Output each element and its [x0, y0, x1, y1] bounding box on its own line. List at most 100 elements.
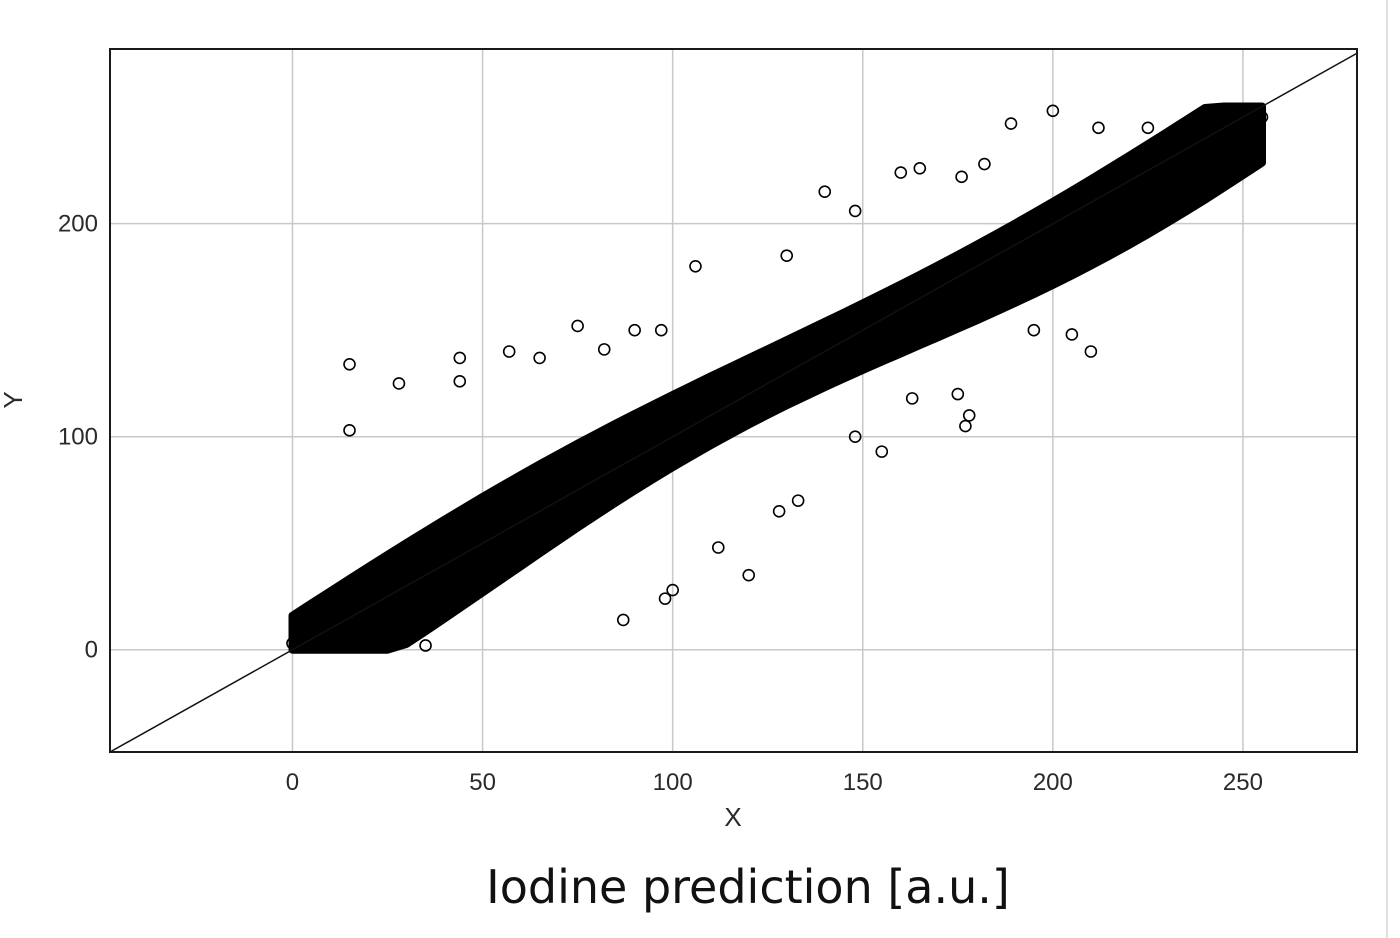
scatter-point — [1141, 121, 1155, 135]
scatter-point — [571, 481, 584, 495]
identity-line — [109, 52, 1358, 753]
scatter-point — [392, 377, 406, 390]
scatter-point — [362, 600, 375, 614]
scatter-point — [453, 375, 467, 388]
scatter-point — [1255, 110, 1269, 124]
scatter-point — [837, 334, 851, 348]
scatter-point — [1065, 328, 1079, 341]
scatter-point — [772, 504, 786, 518]
scatter-point — [628, 323, 641, 337]
scatter-point — [286, 637, 299, 650]
x-axis-label: X — [724, 802, 741, 832]
scatter-point — [514, 513, 527, 527]
scatter-point — [1046, 104, 1060, 118]
scatter-point — [913, 291, 927, 305]
scatter-point — [856, 323, 870, 337]
scatter-point — [502, 345, 516, 358]
reference-line — [109, 52, 1358, 753]
y-tick-label: 0 — [85, 637, 98, 664]
scatter-point — [305, 630, 318, 644]
scatter-point — [1008, 238, 1022, 252]
scatter-point — [1236, 115, 1250, 128]
scatter-point — [343, 424, 356, 437]
scatter-point — [1004, 117, 1018, 130]
scatter-point — [609, 462, 622, 475]
scatter-point — [438, 556, 451, 569]
scatter-point — [848, 204, 862, 218]
edge-divider — [1386, 0, 1388, 938]
scatter-point — [533, 351, 546, 365]
scatter-point — [1046, 217, 1060, 230]
scatter-point — [400, 577, 413, 591]
scatter-point — [552, 492, 565, 505]
scatter-point — [742, 568, 756, 582]
x-tick-label: 50 — [469, 769, 496, 796]
scatter-point — [666, 430, 679, 444]
y-tick-labels: 0 100 200 — [58, 211, 98, 664]
scatter-point — [343, 611, 356, 625]
scatter-point — [324, 622, 337, 635]
x-tick-label: 150 — [843, 769, 883, 796]
scatter-points — [286, 104, 1269, 652]
scatter-point — [571, 319, 584, 333]
x-tick-label: 0 — [286, 769, 299, 796]
scatter-point — [533, 502, 546, 516]
y-axis-label: Y — [0, 391, 28, 408]
scatter-point — [970, 259, 984, 273]
figure-caption: Iodine prediction [a.u.] — [486, 860, 1010, 914]
scatter-point — [1027, 228, 1041, 241]
y-tick-label: 100 — [58, 424, 98, 451]
scatter-point — [848, 430, 862, 444]
scatter-point — [894, 166, 908, 179]
scatter-point — [1179, 142, 1193, 156]
scatter-point — [978, 157, 991, 171]
scatter-point — [590, 473, 603, 486]
scatter-point — [791, 494, 805, 507]
x-tick-label: 100 — [653, 769, 693, 796]
scatter-point — [689, 259, 702, 273]
scatter-point — [495, 524, 508, 537]
scatter-point — [875, 313, 889, 326]
scatter-point — [1084, 196, 1098, 209]
scatter-point — [742, 387, 756, 401]
scatter-point — [799, 355, 813, 369]
scatter-point — [685, 419, 698, 433]
x-tick-label: 250 — [1223, 769, 1263, 796]
scatter-point — [1141, 164, 1155, 177]
scatter-point — [1092, 121, 1105, 135]
y-tick-label: 200 — [58, 211, 98, 238]
scatter-point — [818, 185, 832, 199]
scatter-point — [913, 161, 927, 175]
scatter-point — [457, 545, 470, 559]
scatter-point — [932, 281, 946, 294]
scatter-point — [875, 445, 889, 458]
scatter-point — [959, 419, 972, 433]
scatter-point — [780, 249, 794, 262]
scatter-point — [381, 588, 394, 601]
plot-frame — [109, 48, 1358, 753]
scatter-point — [723, 398, 736, 412]
scatter-point — [658, 592, 672, 605]
scatter-point — [1217, 121, 1231, 135]
scatter-point — [1198, 132, 1212, 145]
scatter-point — [1122, 174, 1136, 188]
scatter-point — [704, 409, 717, 422]
scatter-point — [711, 541, 725, 554]
scatter-point — [419, 566, 432, 580]
scatter-point — [453, 351, 467, 365]
scatter-point — [1084, 345, 1098, 358]
scatter-point — [955, 170, 968, 184]
scatter-point — [628, 451, 641, 465]
scatter-point — [419, 639, 432, 652]
scatter-point — [761, 377, 775, 390]
scatter-point — [780, 366, 794, 380]
scatter-point — [1160, 153, 1174, 167]
scatter-point — [989, 249, 1003, 262]
scatter-point — [905, 392, 919, 405]
scatter-point — [818, 345, 832, 358]
scatter-point — [951, 387, 965, 401]
scatter-point — [616, 613, 630, 627]
scatter-point — [1027, 323, 1041, 337]
scatter-point — [1103, 185, 1117, 199]
